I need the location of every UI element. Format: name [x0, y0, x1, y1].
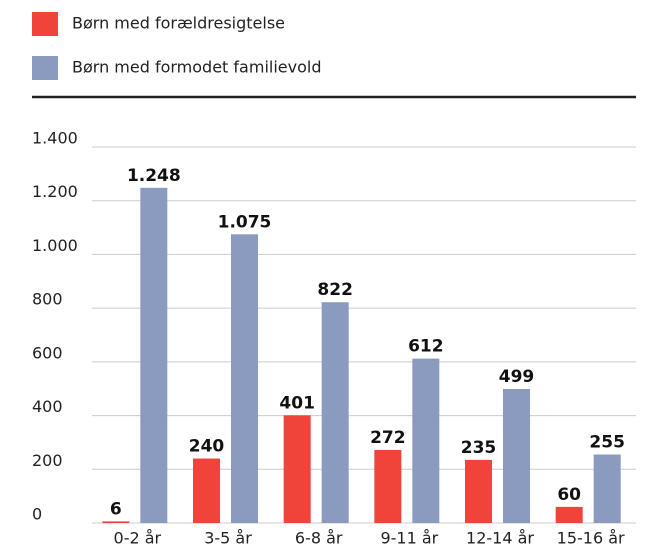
value-label: 401 [279, 393, 315, 413]
value-label: 822 [317, 280, 353, 300]
value-label: 240 [189, 437, 225, 457]
legend-swatch [32, 56, 58, 80]
value-label: 235 [461, 438, 497, 458]
x-tick-label: 6-8 år [295, 529, 343, 548]
bar [102, 521, 130, 523]
y-tick-label: 1.400 [32, 129, 78, 148]
bar [465, 459, 492, 523]
y-tick-label: 200 [32, 451, 63, 470]
bar [140, 187, 168, 523]
value-label: 6 [110, 499, 122, 519]
y-tick-label: 600 [32, 343, 63, 362]
legend-label: Børn med formodet familievold [72, 58, 321, 77]
value-label: 255 [589, 433, 625, 453]
x-tick-label: 15-16 år [557, 529, 625, 548]
x-tick-label: 3-5 år [204, 529, 252, 548]
legend-swatch [32, 12, 58, 36]
bar [593, 454, 621, 523]
y-tick-label: 1.000 [32, 236, 78, 255]
bar [321, 302, 349, 523]
value-label: 612 [408, 337, 444, 357]
bar [231, 234, 258, 524]
bar [193, 458, 220, 523]
bar [283, 415, 311, 523]
bar [374, 449, 402, 523]
x-tick-label: 9-11 år [380, 529, 438, 548]
y-tick-label: 1.200 [32, 182, 78, 201]
y-tick-label: 800 [32, 290, 63, 309]
x-tick-label: 12-14 år [466, 529, 534, 548]
bar [412, 358, 440, 523]
value-label: 272 [370, 428, 406, 448]
bar [503, 388, 530, 523]
legend-label: Børn med forældresigtelse [72, 14, 285, 33]
x-tick-label: 0-2 år [114, 529, 162, 548]
bar [555, 506, 583, 523]
value-label: 499 [499, 367, 535, 387]
value-label: 1.248 [127, 166, 181, 186]
value-label: 1.075 [218, 212, 272, 232]
y-tick-label: 400 [32, 397, 63, 416]
value-label: 60 [557, 485, 581, 505]
y-tick-label: 0 [32, 505, 42, 524]
